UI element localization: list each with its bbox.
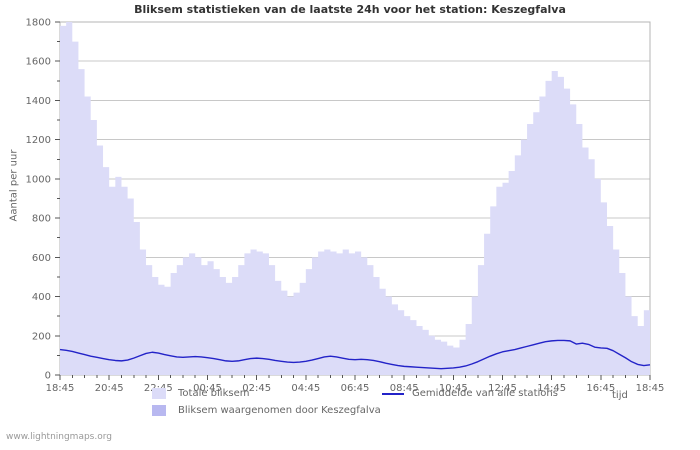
svg-text:04:45: 04:45 <box>291 383 320 394</box>
svg-text:1000: 1000 <box>26 174 51 185</box>
svg-text:02:45: 02:45 <box>242 383 271 394</box>
legend-label-average: Gemiddelde van alle stations <box>412 388 558 399</box>
svg-text:18:45: 18:45 <box>636 383 665 394</box>
svg-text:1400: 1400 <box>26 96 51 107</box>
plot-area: 0 200 400 600 800 1000 1200 1400 1600 1800 18:45 20… <box>26 18 665 395</box>
legend-item-total: Totale bliksem <box>152 388 249 399</box>
svg-text:14:45: 14:45 <box>537 383 566 394</box>
legend-line-marker-icon <box>382 392 404 395</box>
svg-text:20:45: 20:45 <box>95 383 124 394</box>
legend-label-total: Totale bliksem <box>178 388 250 399</box>
svg-text:1200: 1200 <box>26 135 51 146</box>
svg-text:10:45: 10:45 <box>439 383 468 394</box>
legend-label-station: Bliksem waargenomen door Keszegfalva <box>178 405 381 416</box>
legend-swatch-station-icon <box>152 405 166 416</box>
legend-item-station: Bliksem waargenomen door Keszegfalva <box>152 405 381 416</box>
svg-text:0: 0 <box>45 371 51 382</box>
footer-attribution: www.lightningmaps.org <box>6 432 112 442</box>
svg-text:200: 200 <box>32 331 51 342</box>
svg-text:400: 400 <box>32 292 51 303</box>
svg-text:06:45: 06:45 <box>341 383 370 394</box>
svg-text:600: 600 <box>32 253 51 264</box>
chart-legend: Totale bliksem Bliksem waargenomen door … <box>0 388 700 432</box>
legend-item-average: Gemiddelde van alle stations <box>382 388 558 399</box>
x-axis-label: tijd <box>612 390 628 401</box>
svg-text:08:45: 08:45 <box>390 383 419 394</box>
svg-text:1800: 1800 <box>26 18 51 29</box>
svg-text:1600: 1600 <box>26 57 51 68</box>
svg-text:00:45: 00:45 <box>193 383 222 394</box>
svg-text:16:45: 16:45 <box>586 383 615 394</box>
legend-swatch-total-icon <box>152 388 166 399</box>
svg-text:800: 800 <box>32 214 51 225</box>
svg-text:18:45: 18:45 <box>46 383 75 394</box>
svg-text:12:45: 12:45 <box>488 383 517 394</box>
page-title: Bliksem statistieken van de laatste 24h … <box>134 3 566 16</box>
